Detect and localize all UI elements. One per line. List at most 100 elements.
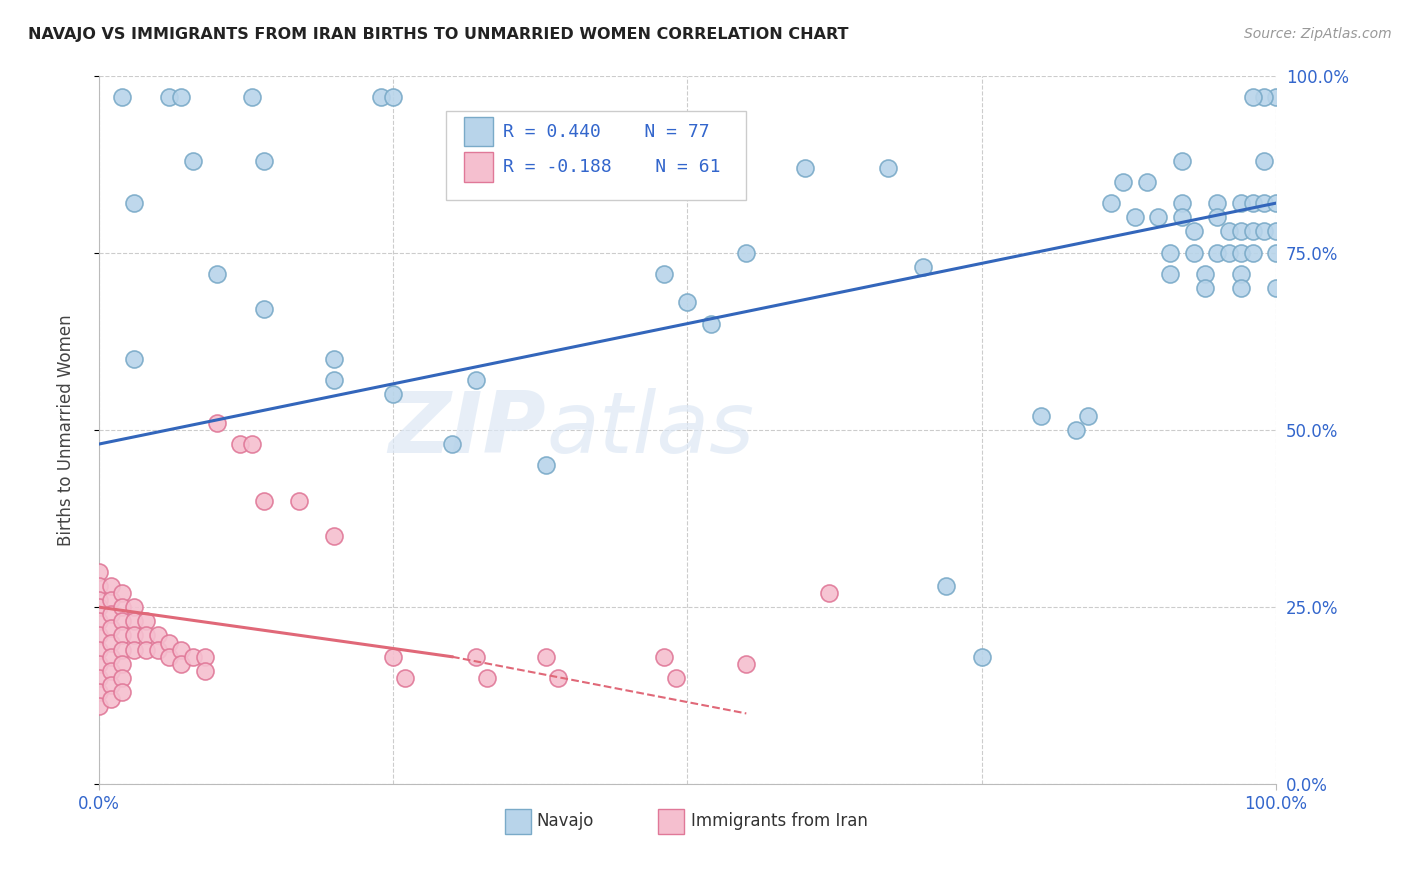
FancyBboxPatch shape: [446, 111, 747, 200]
Point: [1064, 423, 1087, 437]
Point: [1229, 224, 1251, 238]
Point: [1229, 196, 1251, 211]
Point: [911, 260, 934, 274]
Point: [1182, 245, 1205, 260]
Point: [1241, 90, 1264, 104]
Point: [194, 649, 217, 664]
Point: [170, 657, 193, 671]
Point: [100, 649, 122, 664]
Text: atlas: atlas: [546, 388, 754, 471]
Text: R = -0.188    N = 61: R = -0.188 N = 61: [502, 158, 720, 176]
Point: [87, 593, 110, 607]
Text: Immigrants from Iran: Immigrants from Iran: [690, 813, 868, 830]
Point: [382, 90, 405, 104]
Point: [676, 295, 699, 310]
Point: [87, 671, 110, 685]
Point: [1159, 267, 1181, 281]
Point: [370, 90, 392, 104]
Point: [122, 628, 145, 642]
Point: [1171, 196, 1194, 211]
Point: [111, 600, 134, 615]
Point: [194, 664, 217, 678]
Point: [122, 615, 145, 629]
Point: [135, 628, 157, 642]
Point: [382, 649, 405, 664]
Point: [111, 586, 134, 600]
Point: [100, 635, 122, 649]
Point: [534, 458, 557, 473]
Point: [205, 267, 228, 281]
Point: [665, 671, 688, 685]
Point: [170, 642, 193, 657]
Point: [1265, 90, 1288, 104]
Point: [1253, 90, 1275, 104]
Point: [1194, 267, 1216, 281]
Point: [159, 90, 181, 104]
Point: [87, 685, 110, 699]
Point: [1229, 267, 1251, 281]
FancyBboxPatch shape: [505, 809, 531, 834]
Point: [1253, 224, 1275, 238]
Point: [464, 373, 486, 387]
Point: [1182, 224, 1205, 238]
Point: [1029, 409, 1052, 423]
Point: [181, 649, 204, 664]
Point: [1123, 211, 1146, 225]
Point: [252, 302, 274, 317]
Point: [1265, 196, 1288, 211]
Point: [100, 678, 122, 692]
Point: [735, 657, 758, 671]
Point: [240, 437, 263, 451]
Point: [159, 635, 181, 649]
Point: [87, 615, 110, 629]
Point: [1159, 245, 1181, 260]
Point: [146, 642, 169, 657]
Point: [100, 579, 122, 593]
Point: [735, 245, 758, 260]
Point: [100, 664, 122, 678]
Point: [323, 352, 346, 367]
Point: [240, 90, 263, 104]
Point: [394, 671, 416, 685]
Text: R = 0.440    N = 77: R = 0.440 N = 77: [502, 122, 709, 141]
Point: [700, 317, 723, 331]
Point: [477, 671, 499, 685]
Point: [652, 267, 675, 281]
Point: [547, 671, 569, 685]
Point: [464, 649, 486, 664]
Point: [1147, 211, 1170, 225]
Point: [87, 579, 110, 593]
Point: [970, 649, 993, 664]
Point: [122, 600, 145, 615]
Point: [87, 699, 110, 714]
Point: [252, 493, 274, 508]
Point: [111, 90, 134, 104]
Point: [100, 621, 122, 635]
Point: [1206, 211, 1229, 225]
Point: [1194, 281, 1216, 295]
Point: [159, 649, 181, 664]
Point: [1206, 245, 1229, 260]
Point: [1229, 281, 1251, 295]
Point: [111, 615, 134, 629]
Point: [1206, 196, 1229, 211]
Point: [252, 153, 274, 168]
Point: [876, 161, 898, 175]
Point: [181, 153, 204, 168]
Point: [1171, 211, 1194, 225]
Point: [1077, 409, 1099, 423]
Point: [652, 649, 675, 664]
Point: [87, 600, 110, 615]
Point: [794, 161, 817, 175]
Point: [100, 607, 122, 622]
Point: [440, 437, 463, 451]
Point: [1253, 153, 1275, 168]
Point: [135, 642, 157, 657]
Point: [87, 657, 110, 671]
Text: NAVAJO VS IMMIGRANTS FROM IRAN BIRTHS TO UNMARRIED WOMEN CORRELATION CHART: NAVAJO VS IMMIGRANTS FROM IRAN BIRTHS TO…: [28, 27, 849, 42]
Point: [382, 387, 405, 401]
Point: [817, 586, 839, 600]
Point: [323, 529, 346, 543]
Point: [87, 565, 110, 579]
Point: [1241, 196, 1264, 211]
